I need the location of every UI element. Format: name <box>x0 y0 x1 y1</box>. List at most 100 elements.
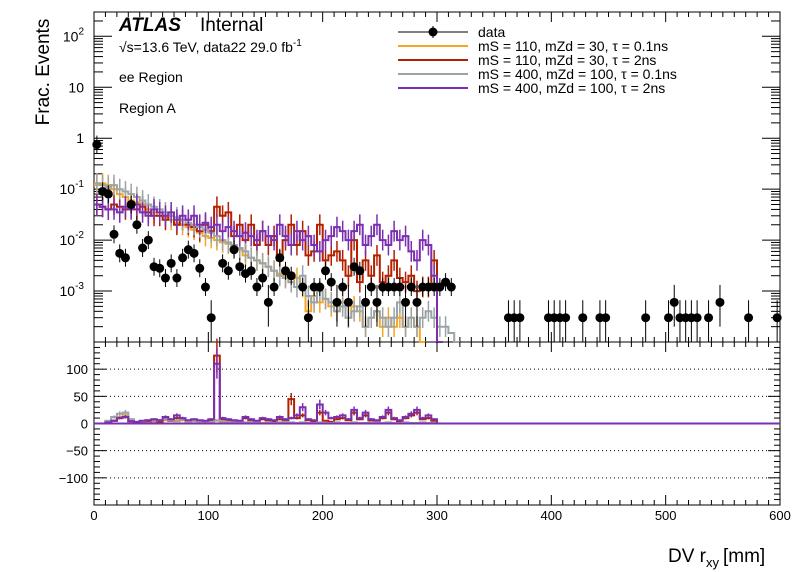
data-marker <box>155 263 165 273</box>
data-point <box>132 215 142 234</box>
data-point <box>361 284 371 327</box>
top-series-group <box>94 172 460 343</box>
data-point <box>138 239 148 257</box>
bottom-y-tick-label: 50 <box>74 389 88 404</box>
legend-label: mS = 400, mZd = 100, τ = 0.1ns <box>478 66 677 82</box>
data-point <box>286 266 296 285</box>
series-line-3 <box>94 203 443 343</box>
data-marker <box>355 266 365 276</box>
data-point <box>372 284 382 327</box>
x-tick-label: 200 <box>312 508 334 523</box>
data-point <box>160 269 170 288</box>
data-point <box>218 254 228 273</box>
x-tick-label: 600 <box>769 508 791 523</box>
y-tick-label-base: 10 <box>68 79 84 95</box>
region-label-2: Region A <box>119 100 176 116</box>
y-tick-label-exp: -3 <box>75 281 84 292</box>
data-marker <box>361 297 371 307</box>
data-marker <box>223 266 233 276</box>
data-point <box>263 284 273 327</box>
data-marker <box>132 220 142 230</box>
data-marker <box>744 313 754 323</box>
data-marker <box>263 297 273 307</box>
data-marker <box>103 189 113 199</box>
data-point <box>692 300 702 342</box>
y-axis-title: Frac. Events <box>33 19 54 126</box>
data-point <box>744 300 754 342</box>
data-point <box>120 248 130 267</box>
x-tick-label: 500 <box>655 508 677 523</box>
bottom-y-tick-label: −50 <box>66 444 88 459</box>
data-marker <box>578 313 588 323</box>
data-marker <box>166 258 176 268</box>
legend-entry: mS = 110, mZd = 30, τ = 2ns <box>398 52 656 68</box>
y-tick-label-base: 10 <box>63 28 79 44</box>
data-point <box>189 244 199 263</box>
data-marker <box>246 266 256 276</box>
data-point <box>704 300 714 342</box>
data-point <box>641 300 651 342</box>
x-axis-title: DV rxy [mm] <box>668 546 765 570</box>
data-marker <box>109 229 119 239</box>
data-marker <box>172 273 182 283</box>
data-point <box>578 300 588 342</box>
y-tick-label-base: 10 <box>60 232 76 248</box>
data-marker <box>138 243 148 253</box>
data-point <box>200 278 210 296</box>
data-point <box>401 284 411 327</box>
data-marker <box>338 282 348 292</box>
data-point <box>258 269 268 288</box>
data-point <box>269 278 279 296</box>
data-marker <box>178 253 188 263</box>
data-point <box>246 261 256 280</box>
data-point <box>143 231 153 250</box>
y-tick-label-base: 10 <box>60 283 76 299</box>
legend-entry: data <box>398 24 505 40</box>
data-marker <box>332 297 342 307</box>
data-point <box>315 278 325 296</box>
data-marker <box>252 282 262 292</box>
data-point <box>92 135 102 154</box>
y-tick-label: 10 <box>68 79 84 95</box>
data-marker <box>218 258 228 268</box>
data-marker <box>120 253 130 263</box>
y-tick-label: 1 <box>76 130 84 146</box>
legend-entry: mS = 400, mZd = 100, τ = 0.1ns <box>398 66 677 82</box>
data-marker <box>561 313 571 323</box>
data-point <box>321 261 331 280</box>
data-point <box>395 278 405 296</box>
data-point <box>172 269 182 288</box>
data-point <box>343 284 353 327</box>
x-tick-label: 400 <box>540 508 562 523</box>
data-point <box>126 195 136 214</box>
data-marker <box>446 282 456 292</box>
data-point <box>772 300 782 342</box>
data-point <box>109 225 119 244</box>
data-marker <box>715 297 725 307</box>
data-point <box>298 278 308 296</box>
data-marker <box>92 140 102 150</box>
legend-entry: mS = 110, mZd = 30, τ = 0.1ns <box>398 38 668 54</box>
y-tick-label: 10-1 <box>60 179 85 197</box>
data-marker <box>189 248 199 258</box>
data-point <box>235 257 245 276</box>
data-point <box>178 248 188 267</box>
y-tick-label-base: 1 <box>76 130 84 146</box>
data-marker <box>366 282 376 292</box>
data-marker <box>401 297 411 307</box>
data-marker <box>412 297 422 307</box>
data-marker <box>664 313 674 323</box>
data-point <box>446 278 456 296</box>
data-point <box>195 259 205 278</box>
legend-label: mS = 110, mZd = 30, τ = 2ns <box>478 52 656 68</box>
x-axis-title-sub: xy <box>706 555 720 570</box>
data-marker <box>298 282 308 292</box>
data-point <box>355 261 365 280</box>
x-axis-title-unit: [mm] <box>723 546 765 567</box>
data-point <box>229 240 239 259</box>
atlas-label: ATLAS <box>118 15 181 36</box>
data-marker <box>269 282 279 292</box>
data-point <box>103 185 113 204</box>
x-tick-label: 300 <box>426 508 448 523</box>
